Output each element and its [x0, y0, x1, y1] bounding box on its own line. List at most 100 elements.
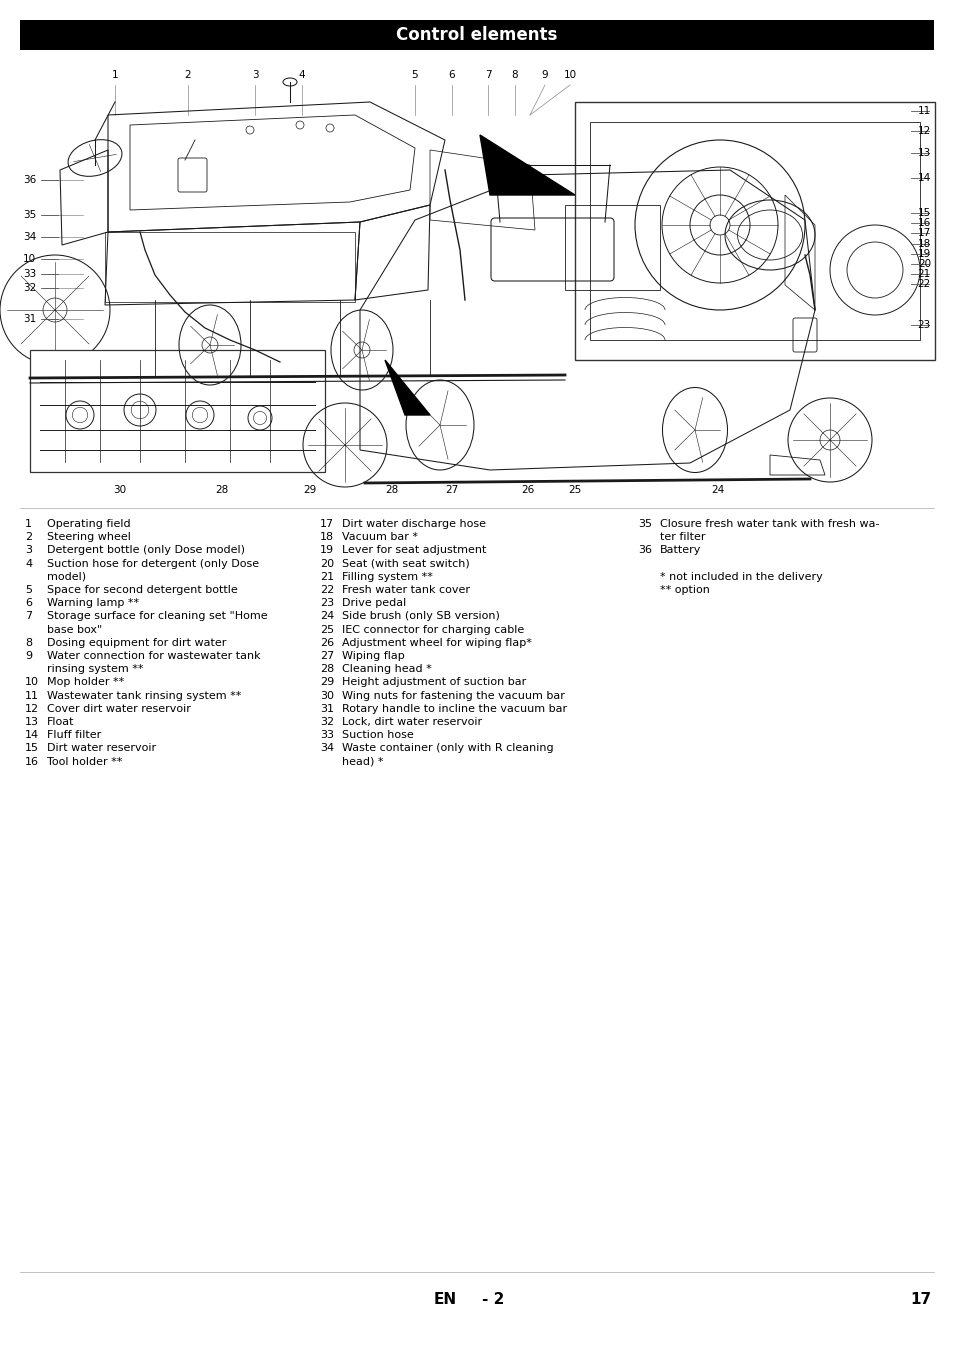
Text: Lever for seat adjustment: Lever for seat adjustment [341, 545, 486, 555]
Text: 17: 17 [917, 228, 930, 238]
Text: Cleaning head *: Cleaning head * [341, 664, 432, 674]
Text: 12: 12 [25, 703, 39, 714]
Text: 33: 33 [23, 269, 36, 279]
Text: 17: 17 [319, 518, 334, 529]
Text: - 2: - 2 [481, 1292, 504, 1308]
Text: 10: 10 [25, 678, 39, 687]
Text: 8: 8 [25, 637, 32, 648]
Text: 18: 18 [917, 239, 930, 248]
Bar [564, 205, 659, 290]
Text: IEC connector for charging cable: IEC connector for charging cable [341, 625, 524, 634]
Text: 34: 34 [319, 744, 334, 753]
Text: EN: EN [434, 1292, 456, 1308]
Text: 1: 1 [112, 70, 118, 80]
Text: 36: 36 [638, 545, 651, 555]
Text: Mop holder **: Mop holder ** [47, 678, 124, 687]
Text: 23: 23 [917, 320, 930, 329]
Text: 28: 28 [385, 485, 398, 495]
Text: Battery: Battery [659, 545, 700, 555]
Text: 10: 10 [563, 70, 576, 80]
Text: 35: 35 [638, 518, 651, 529]
Text: Height adjustment of suction bar: Height adjustment of suction bar [341, 678, 526, 687]
Text: 8: 8 [511, 70, 517, 80]
Text: Waste container (only with R cleaning: Waste container (only with R cleaning [341, 744, 553, 753]
Text: 15: 15 [917, 208, 930, 217]
Text: 4: 4 [298, 70, 305, 80]
Text: * not included in the delivery: * not included in the delivery [659, 572, 821, 582]
Text: head) *: head) * [341, 756, 383, 767]
Polygon shape [479, 135, 575, 194]
Text: Closure fresh water tank with fresh wa-: Closure fresh water tank with fresh wa- [659, 518, 879, 529]
Text: 5: 5 [412, 70, 417, 80]
Text: Wing nuts for fastening the vacuum bar: Wing nuts for fastening the vacuum bar [341, 691, 564, 701]
Text: 9: 9 [25, 651, 32, 661]
Text: Wiping flap: Wiping flap [341, 651, 404, 661]
Text: 1: 1 [25, 518, 32, 529]
Text: 27: 27 [445, 485, 458, 495]
Bar [105, 232, 355, 302]
Bar [20, 53, 933, 505]
Text: 30: 30 [319, 691, 334, 701]
Text: 6: 6 [448, 70, 455, 80]
Text: Lock, dirt water reservoir: Lock, dirt water reservoir [341, 717, 481, 728]
Text: 32: 32 [319, 717, 334, 728]
Text: Seat (with seat switch): Seat (with seat switch) [341, 559, 469, 568]
Text: Vacuum bar *: Vacuum bar * [341, 532, 417, 543]
Text: 12: 12 [917, 127, 930, 136]
Text: Tool holder **: Tool holder ** [47, 756, 122, 767]
Text: 24: 24 [319, 612, 334, 621]
Text: 3: 3 [252, 70, 258, 80]
Text: 27: 27 [319, 651, 334, 661]
Text: 34: 34 [23, 232, 36, 242]
Text: Adjustment wheel for wiping flap*: Adjustment wheel for wiping flap* [341, 637, 532, 648]
Text: rinsing system **: rinsing system ** [47, 664, 143, 674]
Text: 29: 29 [303, 485, 316, 495]
Text: base box": base box" [47, 625, 102, 634]
Text: model): model) [47, 572, 86, 582]
Text: 29: 29 [319, 678, 334, 687]
Text: 19: 19 [917, 248, 930, 259]
Text: 19: 19 [319, 545, 334, 555]
Text: 7: 7 [484, 70, 491, 80]
Text: 5: 5 [25, 585, 32, 595]
Text: Steering wheel: Steering wheel [47, 532, 131, 543]
Text: 20: 20 [917, 259, 930, 269]
Text: 9: 9 [541, 70, 548, 80]
Text: 25: 25 [319, 625, 334, 634]
Polygon shape [385, 360, 430, 414]
Text: Fresh water tank cover: Fresh water tank cover [341, 585, 470, 595]
Text: Cover dirt water reservoir: Cover dirt water reservoir [47, 703, 191, 714]
Text: Filling system **: Filling system ** [341, 572, 433, 582]
Text: Operating field: Operating field [47, 518, 131, 529]
Text: 18: 18 [319, 532, 334, 543]
Text: 2: 2 [185, 70, 192, 80]
Text: 6: 6 [25, 598, 32, 609]
Text: Wastewater tank rinsing system **: Wastewater tank rinsing system ** [47, 691, 241, 701]
Text: 20: 20 [319, 559, 334, 568]
Text: 23: 23 [319, 598, 334, 609]
Text: 14: 14 [917, 173, 930, 184]
Text: 10: 10 [23, 254, 36, 265]
Text: 14: 14 [25, 730, 39, 740]
Text: 28: 28 [319, 664, 334, 674]
Text: Side brush (only SB version): Side brush (only SB version) [341, 612, 499, 621]
Text: Suction hose for detergent (only Dose: Suction hose for detergent (only Dose [47, 559, 259, 568]
Text: Dirt water discharge hose: Dirt water discharge hose [341, 518, 485, 529]
Text: Fluff filter: Fluff filter [47, 730, 101, 740]
Text: Detergent bottle (only Dose model): Detergent bottle (only Dose model) [47, 545, 245, 555]
Text: 35: 35 [23, 211, 36, 220]
Text: 13: 13 [25, 717, 39, 728]
Text: 31: 31 [319, 703, 334, 714]
Text: 24: 24 [711, 485, 724, 495]
Text: Drive pedal: Drive pedal [341, 598, 406, 609]
Bar [30, 350, 325, 472]
Text: 22: 22 [917, 279, 930, 289]
Bar [589, 122, 919, 340]
Text: 11: 11 [917, 105, 930, 116]
Text: 16: 16 [917, 219, 930, 228]
Text: 25: 25 [568, 485, 581, 495]
Text: Space for second detergent bottle: Space for second detergent bottle [47, 585, 237, 595]
Text: ** option: ** option [659, 585, 709, 595]
Text: 21: 21 [319, 572, 334, 582]
Text: Float: Float [47, 717, 74, 728]
